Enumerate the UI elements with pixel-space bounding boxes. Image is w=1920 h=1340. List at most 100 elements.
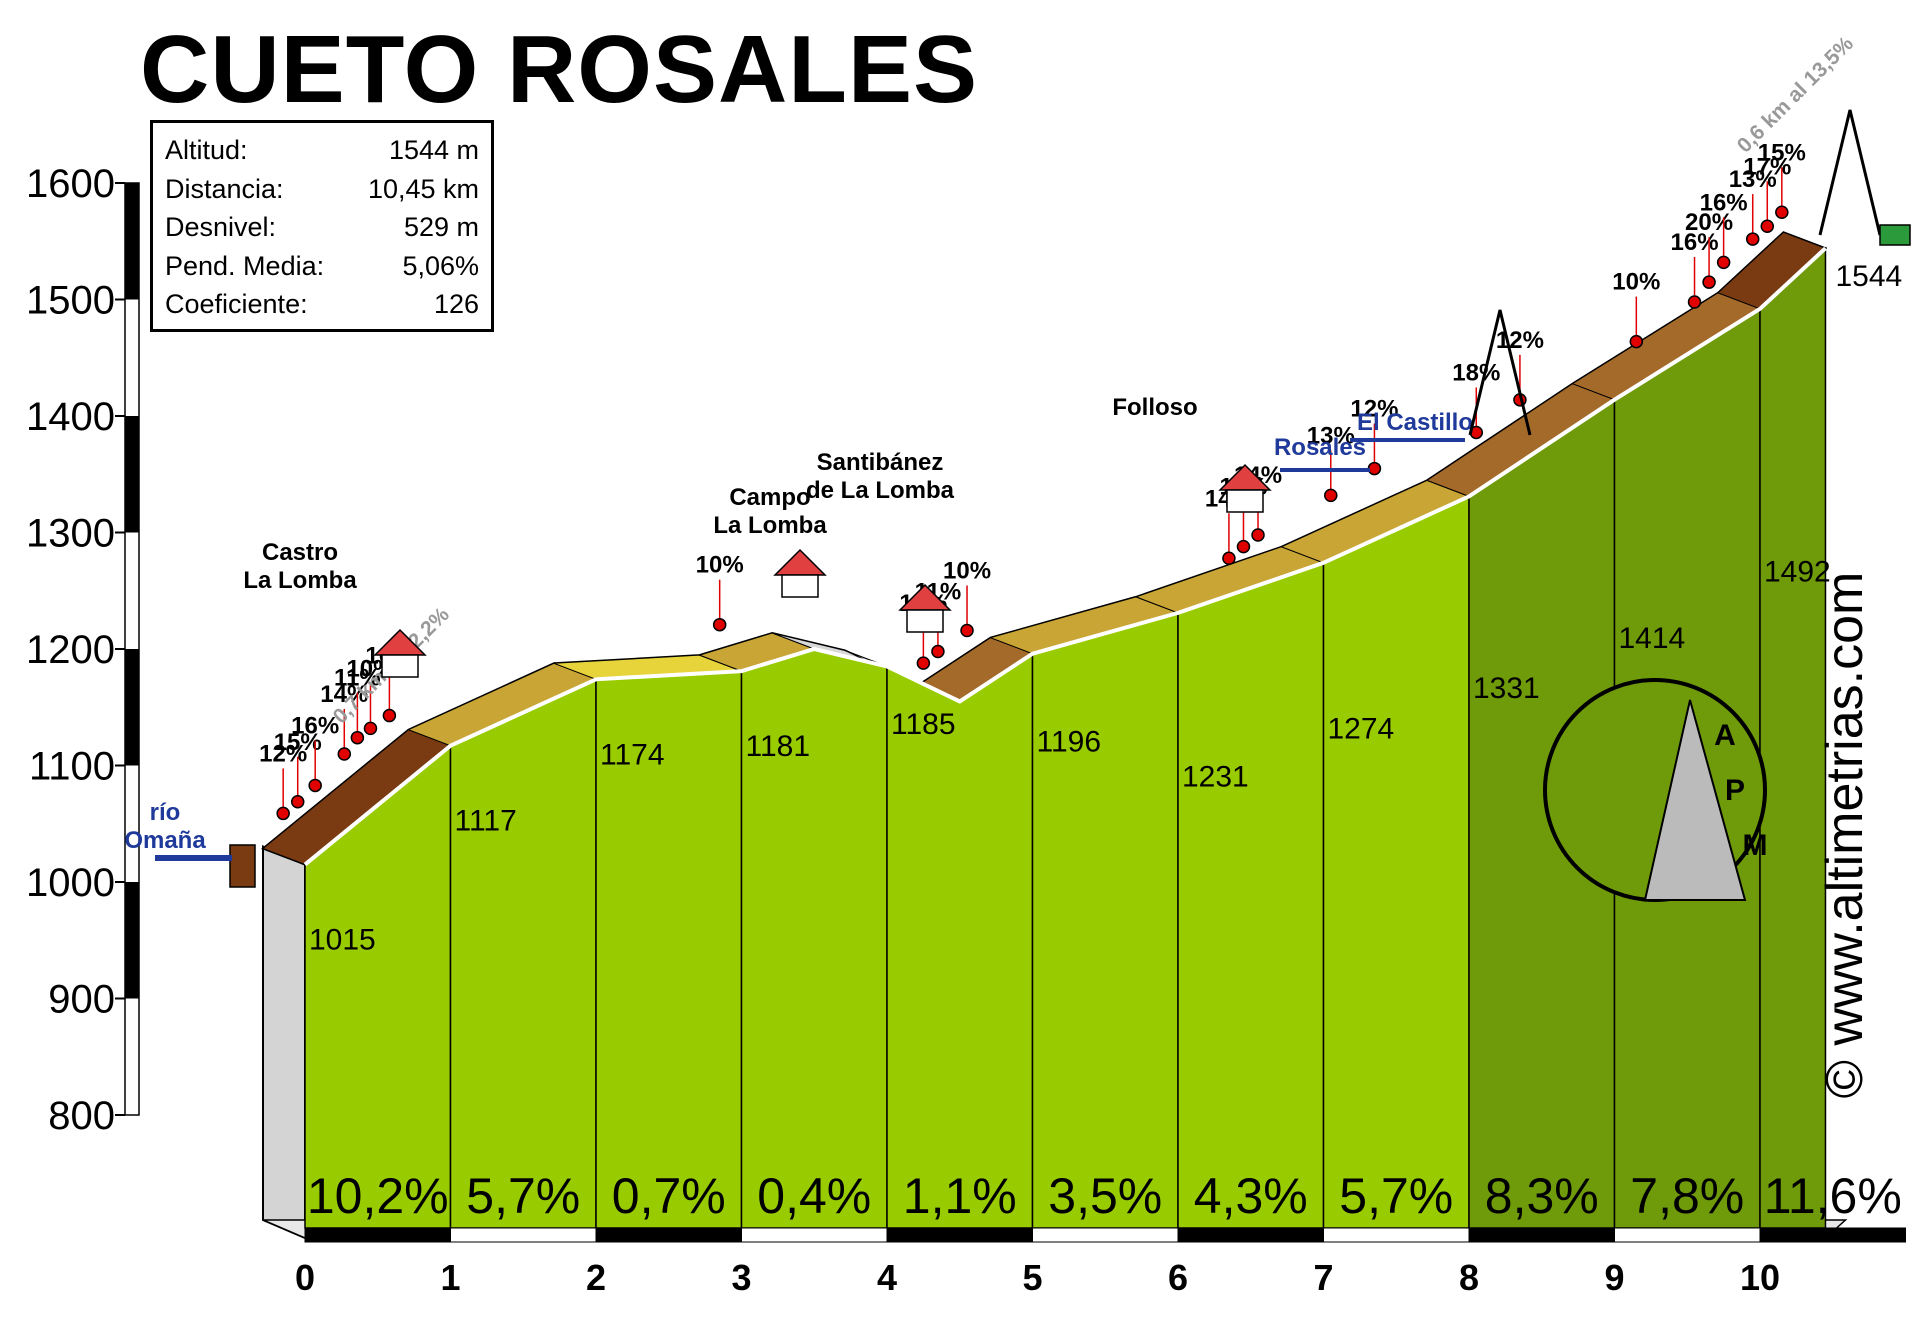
place-label: Folloso: [1112, 394, 1197, 421]
slope-marker-dot: [1745, 232, 1760, 246]
x-axis-ruler-block: [1759, 1227, 1906, 1243]
x-axis-ruler-block: [304, 1227, 451, 1243]
slope-marker-dot: [1687, 295, 1702, 309]
slope-marker-dot: [363, 721, 378, 736]
slope-marker-dot: [1775, 205, 1789, 220]
y-tick-label: 900: [48, 978, 115, 1022]
slope-marker-dot: [1236, 539, 1251, 554]
x-tick-label: 1: [440, 1257, 460, 1298]
x-axis-ruler-block: [741, 1227, 888, 1243]
slope-marker-dot: [308, 778, 322, 793]
summary-box: Altitud: 1544 m Distancia: 10,45 km Desniv…: [150, 120, 494, 332]
info-value: 10,45 km: [367, 173, 479, 204]
village-icon: [898, 583, 952, 633]
place-label: Castro: [262, 539, 338, 566]
slope-marker-dot: [350, 730, 365, 745]
x-axis-ruler-block: [1468, 1227, 1615, 1243]
km-elevation-label: 1196: [1037, 725, 1102, 758]
x-axis-ruler-block: [1614, 1227, 1761, 1243]
y-axis-ruler-block: [125, 882, 139, 999]
info-row-distance: Distancia: 10,45 km: [165, 170, 479, 209]
place-label: La Lomba: [713, 512, 827, 539]
y-tick-label: 1100: [29, 745, 115, 789]
y-tick-label: 1400: [26, 395, 115, 439]
slope-marker-label: 18%: [1452, 359, 1500, 386]
km-elevation-label: 1117: [455, 805, 517, 838]
slope-marker-label: 12%: [1350, 396, 1398, 423]
profile-side-wall: [262, 845, 306, 1240]
slope-marker-dot: [276, 806, 290, 821]
info-row-altitude: Altitud: 1544 m: [165, 131, 479, 170]
slope-marker-label: 10%: [1612, 269, 1660, 296]
x-axis-ruler-block: [886, 1227, 1033, 1243]
y-tick-label: 1000: [26, 861, 115, 905]
refuge-hut-icon: [1879, 224, 1911, 246]
village-house: [781, 574, 819, 598]
km-gradient-label: 0,4%: [757, 1168, 871, 1224]
slope-marker-dot: [1760, 219, 1775, 234]
info-label: Desnivel:: [165, 212, 277, 242]
km-gradient-label: 0,7%: [612, 1168, 726, 1224]
slope-marker-label: 16%: [1700, 189, 1748, 216]
km-elevation-label: 1181: [746, 730, 811, 763]
km-gradient-label: 4,3%: [1194, 1168, 1308, 1224]
slope-marker-dot: [712, 617, 727, 632]
x-tick-label: 5: [1022, 1257, 1042, 1298]
x-tick-label: 4: [877, 1257, 897, 1298]
slope-marker-label: 10%: [696, 552, 744, 579]
info-value: 5,06%: [402, 250, 479, 281]
slope-marker-dot: [931, 644, 945, 659]
km-elevation-label: 1492: [1764, 555, 1831, 588]
profile-km-block: [449, 678, 597, 1229]
y-tick-label: 1200: [26, 628, 115, 672]
km-gradient-label: 5,7%: [1339, 1168, 1453, 1224]
x-axis-ruler-block: [450, 1227, 597, 1243]
village-icon: [1218, 463, 1272, 513]
antenna-tower-icon: [1468, 309, 1532, 436]
slope-marker-label: 16%: [1671, 229, 1719, 256]
km-elevation-label: 1174: [600, 738, 665, 771]
x-axis-ruler-block: [1323, 1227, 1470, 1243]
logo-letter: A: [1714, 719, 1736, 752]
info-row-coefficient: Coeficiente: 126: [165, 285, 479, 324]
tower-frame: [1468, 309, 1532, 436]
slope-marker-dot: [960, 623, 974, 638]
info-label: Pend. Media:: [165, 250, 325, 281]
village-house: [381, 654, 419, 678]
place-label: de La Lomba: [806, 477, 955, 504]
place-label: río: [150, 799, 181, 826]
watermark: © www.altimetrias.com: [1816, 571, 1874, 1099]
profile-km-block: [1322, 495, 1470, 1229]
km-gradient-label: 11,6%: [1764, 1168, 1902, 1224]
info-label: Altitud:: [165, 135, 248, 165]
x-tick-label: 8: [1459, 1257, 1479, 1298]
x-tick-label: 7: [1313, 1257, 1333, 1298]
slope-marker-label: 15%: [274, 729, 322, 756]
slope-marker-label: 10%: [943, 558, 991, 585]
km-elevation-label: 1231: [1182, 760, 1249, 793]
chart-title: CUETO ROSALES: [140, 16, 978, 123]
slope-marker-dot: [382, 708, 397, 723]
info-row-average-gradient: Pend. Media: 5,06%: [165, 247, 479, 286]
y-tick-label: 800: [48, 1094, 115, 1138]
km-gradient-label: 8,3%: [1485, 1168, 1599, 1224]
village-icon: [373, 628, 427, 678]
village-house: [1226, 489, 1264, 513]
km-elevation-label: 1274: [1328, 713, 1395, 746]
x-tick-label: 3: [731, 1257, 751, 1298]
slope-marker-label: 12%: [259, 740, 307, 767]
km-gradient-label: 7,8%: [1630, 1168, 1744, 1224]
slope-marker-dot: [916, 656, 931, 670]
info-label: Distancia:: [165, 173, 284, 204]
slope-marker-dot: [1367, 461, 1382, 476]
info-value: 529 m: [403, 212, 479, 242]
x-tick-label: 2: [586, 1257, 606, 1298]
slope-marker-dot: [1222, 551, 1236, 566]
km-gradient-label: 5,7%: [466, 1168, 580, 1224]
info-row-elevation-gain: Desnivel: 529 m: [165, 208, 479, 247]
place-label: Campo: [729, 484, 810, 511]
summit-elevation-label: 1544: [1835, 260, 1902, 293]
logo-letter: P: [1725, 774, 1745, 807]
y-axis-ruler-block: [125, 416, 139, 533]
x-axis-ruler-block: [1032, 1227, 1179, 1243]
